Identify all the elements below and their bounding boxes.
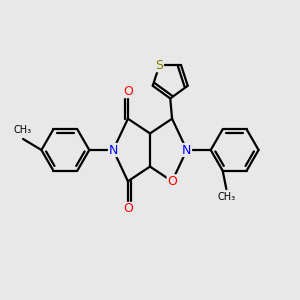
Text: N: N <box>182 143 191 157</box>
Text: O: O <box>123 85 133 98</box>
Text: CH₃: CH₃ <box>14 124 32 134</box>
Text: O: O <box>167 175 177 188</box>
Text: N: N <box>109 143 118 157</box>
Text: S: S <box>155 59 164 72</box>
Text: CH₃: CH₃ <box>217 192 236 202</box>
Text: O: O <box>123 202 133 215</box>
